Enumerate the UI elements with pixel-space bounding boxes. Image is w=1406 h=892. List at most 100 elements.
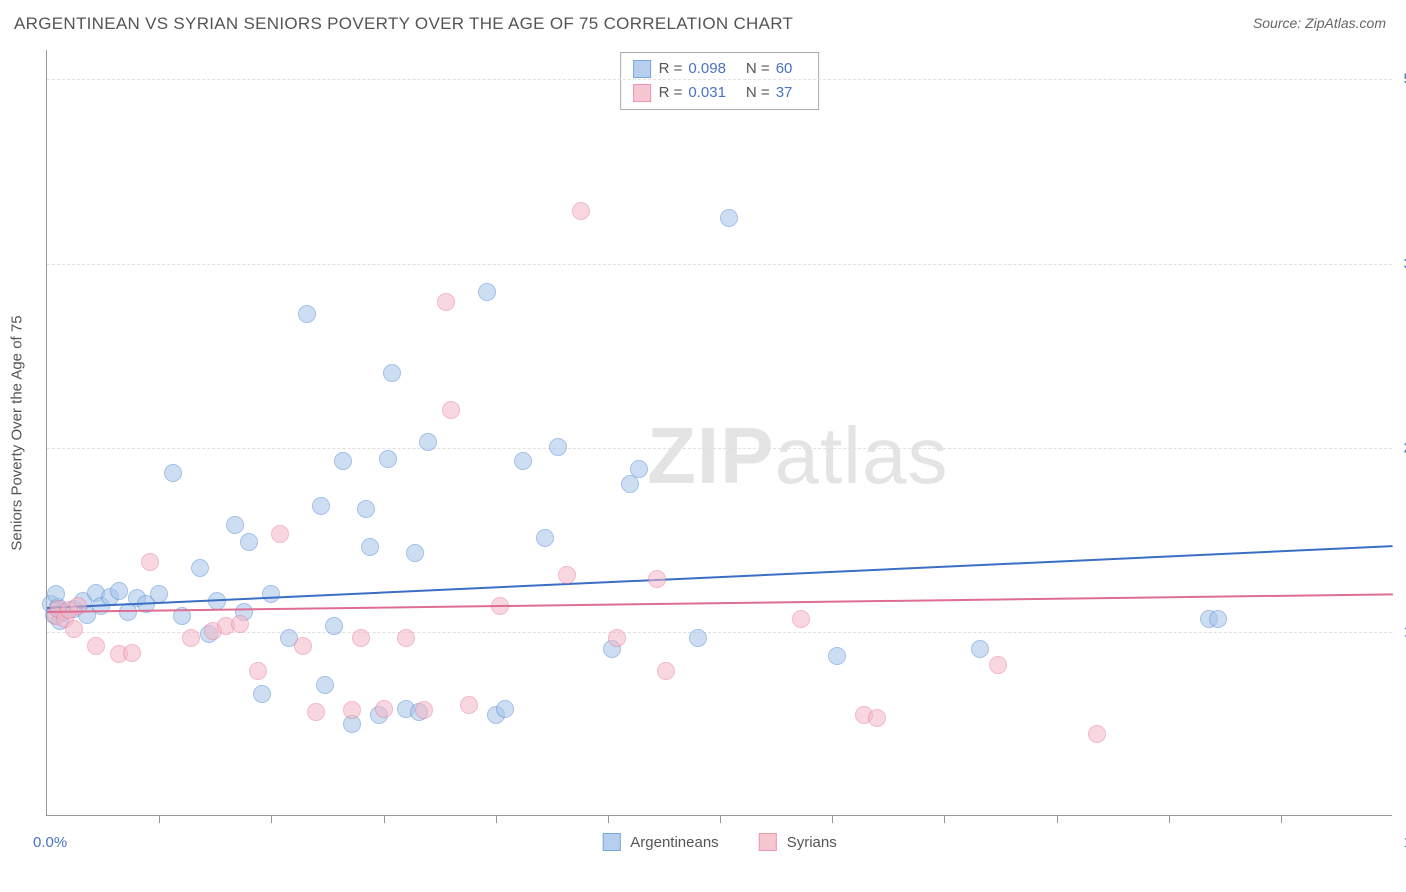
data-point <box>226 516 244 534</box>
n-label: N = <box>746 57 770 81</box>
n-value-argentineans: 60 <box>776 57 793 81</box>
n-label: N = <box>746 81 770 105</box>
gridline <box>47 264 1392 265</box>
stats-row: R = 0.031 N = 37 <box>633 81 807 105</box>
legend-swatch-syrians <box>633 84 651 102</box>
data-point <box>298 305 316 323</box>
data-point <box>375 700 393 718</box>
data-point <box>478 283 496 301</box>
data-point <box>325 617 343 635</box>
x-tick <box>1057 815 1058 823</box>
y-tick-label: 12.5% <box>1398 623 1406 640</box>
x-tick <box>1169 815 1170 823</box>
data-point <box>608 629 626 647</box>
data-point <box>460 696 478 714</box>
data-point <box>415 701 433 719</box>
data-point <box>316 676 334 694</box>
x-tick <box>832 815 833 823</box>
legend-swatch-syrians <box>759 833 777 851</box>
data-point <box>558 566 576 584</box>
data-point <box>689 629 707 647</box>
r-label: R = <box>659 81 683 105</box>
legend-swatch-argentineans <box>602 833 620 851</box>
stats-legend: R = 0.098 N = 60 R = 0.031 N = 37 <box>620 52 820 110</box>
r-value-argentineans: 0.098 <box>688 57 726 81</box>
data-point <box>1088 725 1106 743</box>
data-point <box>397 629 415 647</box>
data-point <box>536 529 554 547</box>
r-value-syrians: 0.031 <box>688 81 726 105</box>
data-point <box>514 452 532 470</box>
x-tick <box>1281 815 1282 823</box>
data-point <box>307 703 325 721</box>
x-tick <box>159 815 160 823</box>
data-point <box>343 701 361 719</box>
data-point <box>182 629 200 647</box>
data-point <box>442 401 460 419</box>
data-point <box>150 585 168 603</box>
x-tick <box>384 815 385 823</box>
scatter-chart: Seniors Poverty Over the Age of 75 0.0% … <box>46 50 1392 816</box>
watermark-zip: ZIP <box>647 411 774 500</box>
stats-row: R = 0.098 N = 60 <box>633 57 807 81</box>
gridline <box>47 79 1392 80</box>
bottom-legend: Argentineans Syrians <box>602 833 836 851</box>
data-point <box>868 709 886 727</box>
source-label: Source: ZipAtlas.com <box>1253 15 1386 33</box>
data-point <box>65 620 83 638</box>
data-point <box>262 585 280 603</box>
source-prefix: Source: <box>1253 15 1305 31</box>
data-point <box>792 610 810 628</box>
data-point <box>357 500 375 518</box>
legend-item-argentineans: Argentineans <box>602 833 718 851</box>
data-point <box>110 582 128 600</box>
x-tick <box>496 815 497 823</box>
legend-item-syrians: Syrians <box>759 833 837 851</box>
y-tick-label: 37.5% <box>1398 255 1406 272</box>
x-tick <box>720 815 721 823</box>
data-point <box>383 364 401 382</box>
data-point <box>312 497 330 515</box>
x-tick <box>608 815 609 823</box>
data-point <box>253 685 271 703</box>
data-point <box>549 438 567 456</box>
data-point <box>164 464 182 482</box>
data-point <box>828 647 846 665</box>
data-point <box>971 640 989 658</box>
watermark-atlas: atlas <box>774 411 948 500</box>
y-axis-label: Seniors Poverty Over the Age of 75 <box>9 315 26 550</box>
data-point <box>294 637 312 655</box>
data-point <box>630 460 648 478</box>
data-point <box>720 209 738 227</box>
data-point <box>249 662 267 680</box>
data-point <box>989 656 1007 674</box>
data-point <box>437 293 455 311</box>
trend-line <box>47 545 1393 609</box>
data-point <box>240 533 258 551</box>
data-point <box>123 644 141 662</box>
data-point <box>334 452 352 470</box>
data-point <box>191 559 209 577</box>
data-point <box>648 570 666 588</box>
gridline <box>47 632 1392 633</box>
data-point <box>141 553 159 571</box>
data-point <box>572 202 590 220</box>
y-tick-label: 25.0% <box>1398 439 1406 456</box>
legend-label-syrians: Syrians <box>787 834 837 851</box>
data-point <box>406 544 424 562</box>
x-tick <box>944 815 945 823</box>
legend-swatch-argentineans <box>633 60 651 78</box>
watermark: ZIPatlas <box>647 410 948 502</box>
data-point <box>271 525 289 543</box>
data-point <box>87 637 105 655</box>
source-name: ZipAtlas.com <box>1305 15 1386 31</box>
data-point <box>361 538 379 556</box>
data-point <box>379 450 397 468</box>
r-label: R = <box>659 57 683 81</box>
data-point <box>496 700 514 718</box>
legend-label-argentineans: Argentineans <box>630 834 718 851</box>
x-tick <box>271 815 272 823</box>
chart-title: ARGENTINEAN VS SYRIAN SENIORS POVERTY OV… <box>14 14 793 34</box>
data-point <box>231 615 249 633</box>
data-point <box>352 629 370 647</box>
